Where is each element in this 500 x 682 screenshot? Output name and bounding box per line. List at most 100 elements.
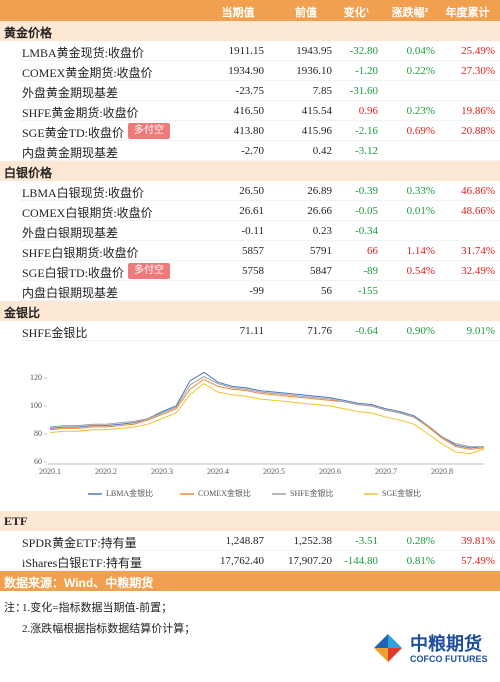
cell-value: 26.61 — [239, 205, 264, 217]
cell-value: 26.50 — [239, 185, 264, 197]
series-line — [49, 378, 485, 450]
cell-value: 56 — [321, 285, 332, 297]
cell-value: 5847 — [310, 265, 332, 277]
row-label: 内盘黄金期现基差 — [22, 146, 119, 160]
section-title: 白银价格 — [4, 166, 53, 180]
row-label: SHFE黄金期货:收盘价 — [22, 106, 139, 120]
cell-value: 413.80 — [233, 125, 264, 137]
cell-value: 416.50 — [233, 105, 264, 117]
cell-value: 57.49% — [461, 555, 495, 567]
row-label: LBMA白银现货:收盘价 — [22, 186, 145, 200]
row-separator — [20, 140, 500, 141]
cell-value: 5758 — [242, 265, 264, 277]
series-line — [49, 382, 485, 455]
cell-value: -0.34 — [355, 225, 378, 237]
cell-value: 1,248.87 — [225, 535, 265, 547]
x-tick-label: 2020.3 — [151, 467, 173, 476]
series-line — [49, 371, 485, 449]
cell-value: -3.51 — [355, 535, 378, 547]
section-bar — [0, 301, 500, 321]
x-tick-label: 2020.1 — [39, 467, 61, 476]
x-tick-label: 2020.5 — [263, 467, 285, 476]
cell-value: -1.20 — [355, 65, 378, 77]
series-line — [49, 376, 484, 448]
row-separator — [20, 100, 500, 101]
cell-value: 0.96 — [358, 105, 378, 117]
cell-value: 39.81% — [461, 535, 495, 547]
cell-value: 5791 — [310, 245, 332, 257]
y-tick-label: 60 — [34, 457, 42, 466]
section-title: 黄金价格 — [4, 26, 53, 40]
row-label: 外盘黄金期现基差 — [22, 86, 119, 100]
row-separator — [20, 120, 500, 121]
row-label: SGE黄金TD:收盘价 — [22, 126, 125, 140]
y-tick-label: 120 — [30, 373, 42, 382]
x-tick-label: 2020.7 — [375, 467, 397, 476]
cell-value: 7.85 — [312, 85, 332, 97]
row-label: 内盘白银期现基差 — [22, 286, 119, 300]
cell-value: 0.69% — [406, 125, 435, 137]
logo-english: COFCO FUTURES — [410, 654, 488, 664]
cell-value: 0.54% — [406, 265, 435, 277]
section-title: 金银比 — [4, 306, 41, 320]
cell-value: 0.22% — [406, 65, 435, 77]
y-tick-label: 100 — [30, 401, 42, 410]
column-header: 变化¹ — [343, 7, 370, 19]
cell-value: 0.04% — [406, 45, 435, 57]
cell-value: 19.86% — [461, 105, 495, 117]
cell-value: -0.11 — [241, 225, 264, 237]
section-bar — [0, 161, 500, 181]
cell-value: 1.14% — [406, 245, 435, 257]
x-tick-label: 2020.6 — [319, 467, 341, 476]
row-separator — [20, 340, 500, 341]
cell-value: 25.49% — [461, 45, 495, 57]
row-separator — [20, 220, 500, 221]
row-label: SHFE白银期货:收盘价 — [22, 246, 139, 260]
row-separator — [20, 80, 500, 81]
row-label: LMBA黄金现货:收盘价 — [22, 46, 145, 60]
row-separator — [20, 200, 500, 201]
cell-value: 0.23 — [312, 225, 332, 237]
cell-value: 1,252.38 — [293, 535, 333, 547]
badge: 多付空 — [128, 263, 170, 279]
cell-value: 0.01% — [406, 205, 435, 217]
cell-value: 1936.10 — [296, 65, 332, 77]
logo-shape — [374, 634, 402, 662]
cell-value: 31.74% — [461, 245, 495, 257]
row-label: COMEX白银期货:收盘价 — [22, 206, 153, 220]
cell-value: -155 — [357, 285, 378, 297]
x-tick-label: 2020.2 — [95, 467, 117, 476]
section-bar — [0, 21, 500, 41]
cell-value: -144.80 — [344, 555, 378, 567]
legend-label: SHFE金银比 — [290, 488, 334, 498]
logo-icon — [370, 630, 406, 666]
row-label: iShares白银ETF:持有量 — [22, 556, 142, 570]
column-header: 当期值 — [221, 7, 255, 19]
cell-value: 17,907.20 — [288, 555, 332, 567]
row-separator — [20, 240, 500, 241]
row-separator — [20, 160, 500, 161]
cell-value: 0.81% — [406, 555, 435, 567]
cell-value: 27.30% — [461, 65, 495, 77]
cell-value: 415.96 — [301, 125, 332, 137]
row-label: SPDR黄金ETF:持有量 — [22, 536, 137, 550]
cell-value: 71.76 — [307, 325, 332, 337]
note-label: 注： — [4, 602, 26, 614]
cell-value: -2.16 — [355, 125, 378, 137]
cell-value: 1943.95 — [296, 45, 332, 57]
row-label: SHFE金银比 — [22, 326, 88, 340]
cell-value: -0.39 — [355, 185, 378, 197]
cell-value: -31.60 — [349, 85, 378, 97]
x-tick-label: 2020.4 — [207, 467, 229, 476]
cell-value: 26.66 — [307, 205, 332, 217]
cell-value: 0.42 — [312, 145, 332, 157]
cell-value: 66 — [367, 245, 378, 257]
cell-value: 9.01% — [466, 325, 495, 337]
cell-value: -0.05 — [355, 205, 378, 217]
cell-value: 5857 — [242, 245, 264, 257]
cell-value: -0.64 — [355, 325, 378, 337]
cell-value: -2.70 — [241, 145, 264, 157]
row-separator — [20, 570, 500, 571]
note-text: 2.涨跌幅根据指标数据结算价计算； — [22, 623, 196, 635]
